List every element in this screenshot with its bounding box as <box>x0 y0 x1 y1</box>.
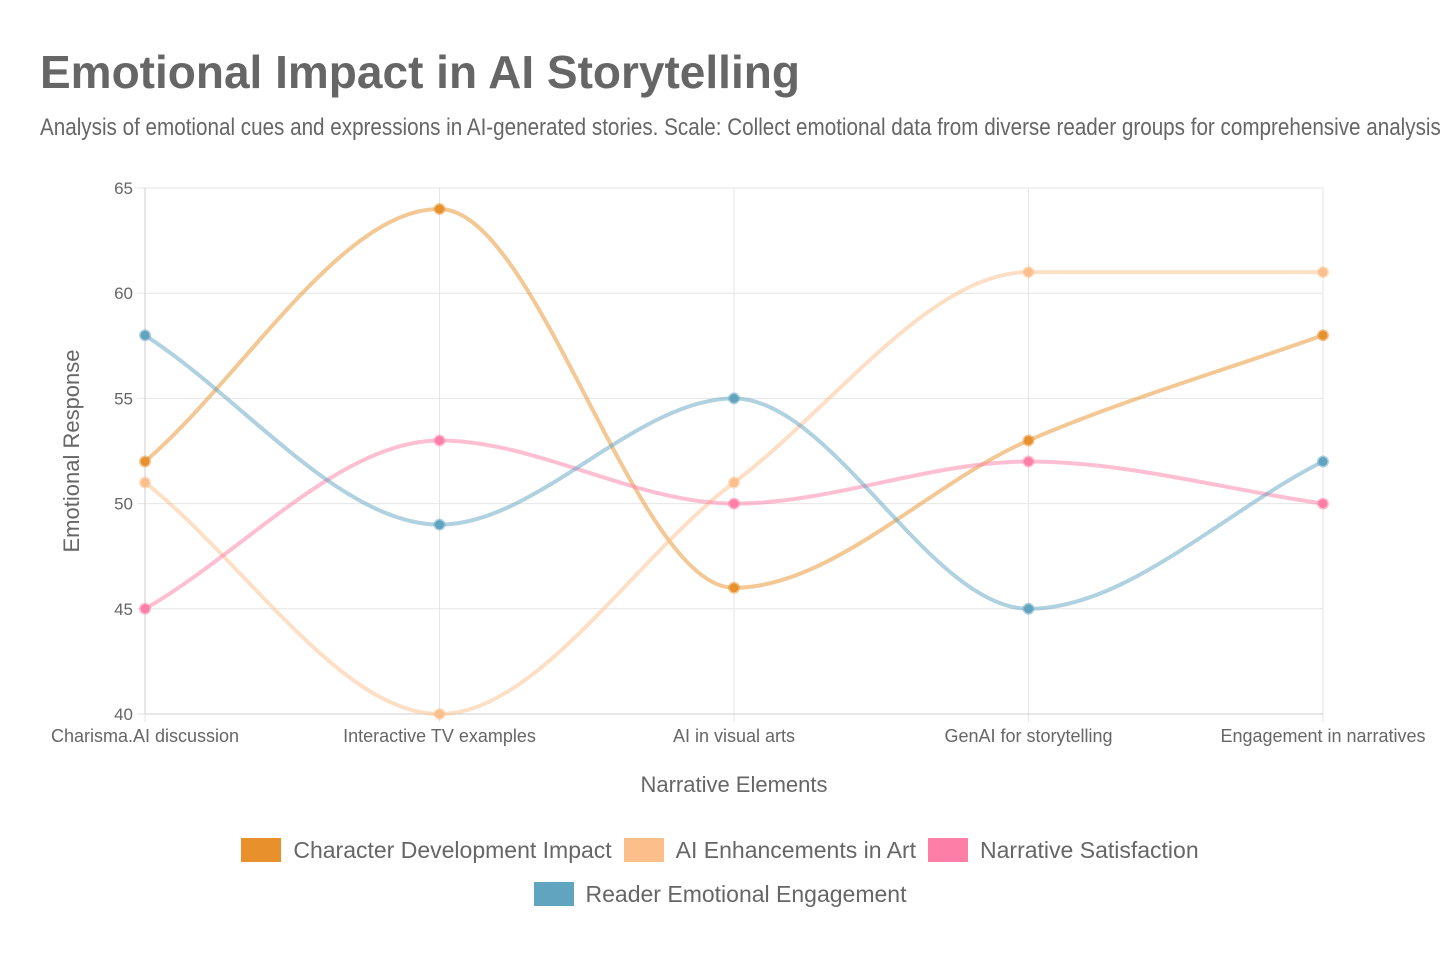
data-point[interactable] <box>1317 266 1329 279</box>
legend-item-1[interactable]: Character Development Impact <box>241 836 612 864</box>
legend-row: Reader Emotional Engagement <box>0 872 1440 916</box>
data-point[interactable] <box>139 602 151 615</box>
legend-swatch <box>928 838 969 862</box>
data-points <box>139 203 1329 720</box>
data-point[interactable] <box>433 708 446 720</box>
data-point[interactable] <box>433 434 446 447</box>
data-point[interactable] <box>139 455 151 468</box>
legend-label: Narrative Satisfaction <box>980 836 1199 863</box>
x-tick-label: Charisma.AI discussion <box>51 726 239 746</box>
series-line-2 <box>143 270 1325 716</box>
data-point[interactable] <box>728 497 740 510</box>
x-axis-title: Narrative Elements <box>640 772 827 797</box>
x-tick-label: GenAI for storytelling <box>944 726 1112 746</box>
data-point[interactable] <box>433 203 446 216</box>
data-point[interactable] <box>728 476 740 489</box>
data-point[interactable] <box>1317 455 1329 468</box>
y-tick-label: 55 <box>114 389 133 408</box>
y-tick-label: 50 <box>114 495 133 514</box>
data-point[interactable] <box>1022 602 1035 615</box>
axes: 40 45 50 55 60 65 Charisma.AI discussion Intera… <box>51 179 1426 746</box>
series-line-1 <box>143 207 1325 590</box>
data-point[interactable] <box>728 392 740 405</box>
legend-swatch <box>241 838 282 862</box>
data-point[interactable] <box>1022 434 1035 447</box>
data-point[interactable] <box>139 476 151 489</box>
chart-title: Emotional Impact in AI Storytelling <box>40 46 800 98</box>
grid <box>137 187 1324 722</box>
data-point[interactable] <box>1022 455 1035 468</box>
data-point[interactable] <box>139 329 151 342</box>
legend-swatch <box>623 838 664 862</box>
legend: Character Development Impact AI Enhanceme… <box>0 828 1440 928</box>
y-tick-label: 65 <box>114 179 133 198</box>
data-point[interactable] <box>1317 329 1329 342</box>
legend-item-3[interactable]: Narrative Satisfaction <box>928 837 1199 864</box>
legend-row: Character Development Impact AI Enhanceme… <box>0 828 1440 872</box>
legend-item-4[interactable]: Reader Emotional Engagement <box>533 880 907 908</box>
data-point[interactable] <box>1022 266 1035 279</box>
x-tick-label: Engagement in narratives <box>1220 726 1425 746</box>
data-point[interactable] <box>433 518 446 531</box>
legend-label: Character Development Impact <box>293 836 612 863</box>
x-tick-label: Interactive TV examples <box>343 726 536 746</box>
legend-label: Reader Emotional Engagement <box>585 880 907 907</box>
legend-label: AI Enhancements in Art <box>675 836 917 863</box>
y-tick-label: 60 <box>114 284 133 303</box>
data-point[interactable] <box>1317 497 1329 510</box>
legend-swatch <box>533 882 574 906</box>
data-point[interactable] <box>728 581 740 594</box>
legend-item-2[interactable]: AI Enhancements in Art <box>623 836 917 864</box>
x-tick-label: AI in visual arts <box>673 726 795 746</box>
y-axis-title: Emotional Response <box>59 349 84 552</box>
chart-subtitle: Analysis of emotional cues and expressio… <box>40 114 1440 141</box>
y-tick-label: 45 <box>114 600 133 619</box>
y-tick-label: 40 <box>114 705 133 724</box>
